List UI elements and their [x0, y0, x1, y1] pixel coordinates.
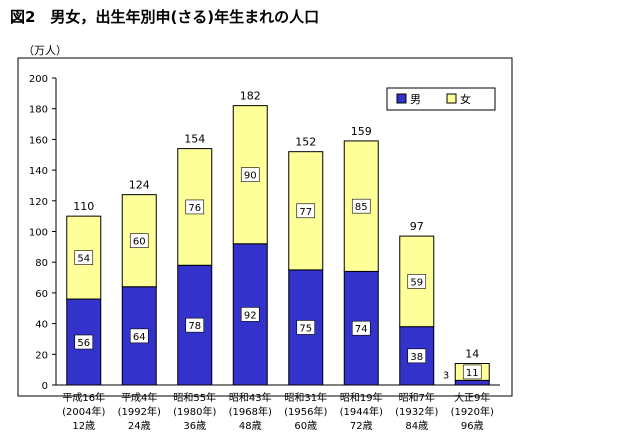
- y-tick-label: 140: [29, 166, 48, 177]
- data-label-box: [74, 250, 94, 265]
- data-label: 85: [355, 202, 368, 213]
- data-label: 64: [133, 332, 146, 343]
- x-tick-label: 昭和19年: [340, 391, 383, 404]
- data-label: 11: [466, 368, 479, 379]
- legend: 男女: [386, 87, 496, 111]
- total-label: 159: [351, 125, 372, 138]
- bar-segment-female: [288, 151, 324, 271]
- x-tick-label: 48歳: [239, 420, 262, 432]
- data-label-box: [407, 274, 427, 289]
- data-label-box: [129, 328, 149, 344]
- data-label-box: [296, 203, 316, 219]
- bar-segment-female: [177, 148, 213, 266]
- legend-box: [386, 87, 496, 111]
- x-tick-label: 96歳: [461, 420, 484, 432]
- x-tick-label: 昭和7年: [399, 391, 435, 404]
- y-tick-label: 100: [29, 228, 48, 239]
- x-tick-label: 昭和55年: [173, 391, 216, 404]
- bar-segment-female: [121, 194, 157, 288]
- x-tick-label: 24歳: [128, 420, 151, 432]
- x-axis-labels: 平成16年(2004年) 12歳 平成4年(1992年) 24歳 昭和55年(1980年…: [62, 391, 494, 432]
- total-label: 14: [465, 348, 479, 361]
- x-tick-label: 84歳: [405, 420, 428, 432]
- data-label: 38: [410, 352, 423, 363]
- total-label: 182: [240, 90, 261, 103]
- x-tick-label: (1920年): [451, 405, 494, 418]
- data-label: 3: [443, 371, 449, 382]
- data-label: 76: [188, 203, 201, 214]
- x-tick-label: 60歳: [294, 420, 317, 432]
- data-label: 90: [244, 171, 257, 182]
- x-tick-label: 72歳: [350, 420, 373, 432]
- x-tick-label: 12歳: [72, 420, 95, 432]
- data-label-box: [185, 317, 205, 333]
- data-label-box: [240, 167, 260, 183]
- data-label-box: [129, 233, 149, 249]
- total-label: 124: [129, 179, 150, 192]
- data-label-box: [351, 198, 371, 214]
- data-label: 59: [410, 277, 423, 288]
- legend-label: 男: [410, 93, 421, 106]
- data-label: 56: [77, 338, 90, 349]
- x-tick-label: 大正9年: [454, 391, 490, 404]
- data-label-box: [351, 320, 371, 336]
- y-tick-label: 20: [35, 350, 48, 361]
- data-label-box: [74, 334, 94, 350]
- total-label: 152: [295, 136, 316, 149]
- legend-label: 女: [460, 92, 471, 106]
- data-label: 60: [133, 237, 146, 248]
- x-tick-label: (1932年): [395, 405, 438, 418]
- y-tick-label: 80: [35, 258, 48, 269]
- bars-group: 56 54 110 64 60 124 78 76 154 92 90 182 75 77 152 74 85 1…: [66, 90, 490, 386]
- data-label: 74: [355, 324, 368, 335]
- y-tick-label: 160: [29, 135, 48, 146]
- legend-swatch-male: [396, 93, 407, 104]
- x-tick-label: 昭和31年: [284, 391, 327, 404]
- y-tick-label: 200: [29, 74, 48, 85]
- total-label: 97: [410, 220, 424, 233]
- data-label: 54: [77, 254, 90, 265]
- x-tick-label: (1968年): [229, 405, 272, 418]
- data-label: 77: [299, 207, 312, 218]
- bar-segment-female: [66, 215, 102, 300]
- x-tick-label: (1956年): [284, 405, 327, 418]
- x-tick-label: 平成16年: [62, 391, 105, 404]
- data-label: 78: [188, 321, 201, 332]
- data-label-box: [462, 364, 482, 380]
- legend-swatch-female: [446, 93, 457, 104]
- x-tick-label: 昭和43年: [229, 391, 272, 404]
- data-label-box: [407, 348, 427, 364]
- data-label: 92: [244, 310, 257, 321]
- x-tick-label: (1992年): [118, 405, 161, 418]
- x-tick-label: 36歳: [183, 420, 206, 432]
- data-label-box: [185, 199, 205, 215]
- total-label: 110: [73, 200, 94, 213]
- data-label-box: [296, 320, 316, 335]
- y-tick-label: 40: [35, 320, 48, 331]
- x-tick-label: (1980年): [173, 405, 216, 418]
- x-tick-label: (2004年): [62, 405, 105, 418]
- data-label-box: [240, 307, 260, 322]
- page-title: 図2 男女，出生年別申(さる)年生まれの人口: [10, 8, 320, 26]
- y-tick-label: 120: [29, 197, 48, 208]
- y-tick-label: 60: [35, 289, 48, 300]
- x-tick-label: 平成4年: [121, 391, 157, 404]
- x-tick-label: (1944年): [340, 405, 383, 418]
- y-tick-label: 0: [42, 381, 48, 392]
- total-label: 154: [184, 133, 205, 146]
- y-tick-label: 180: [29, 105, 48, 116]
- data-label: 75: [299, 323, 312, 334]
- bar-segment-male: [454, 379, 490, 386]
- y-axis-unit-label: （万人）: [23, 44, 67, 57]
